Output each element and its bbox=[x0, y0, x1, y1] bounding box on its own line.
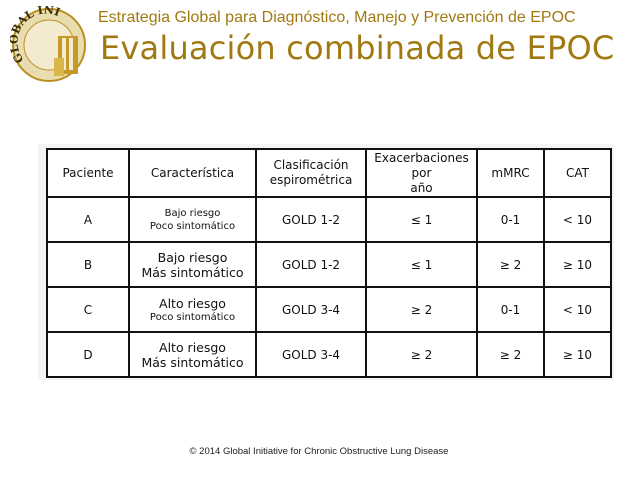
cell-gold: GOLD 3-4 bbox=[255, 286, 367, 333]
cell-exacerbaciones: ≤ 1 bbox=[365, 196, 478, 243]
table-row: D Alto riesgo Más sintomático GOLD 3-4 ≥… bbox=[46, 331, 612, 378]
header-cat: CAT bbox=[543, 148, 612, 198]
header-paciente: Paciente bbox=[46, 148, 130, 198]
cell-gold: GOLD 3-4 bbox=[255, 331, 367, 378]
copyright-footer: © 2014 Global Initiative for Chronic Obs… bbox=[189, 446, 449, 457]
cell-caracteristica: Bajo riesgo Más sintomático bbox=[128, 241, 257, 288]
cell-riesgo: Alto riesgo bbox=[159, 339, 226, 355]
cell-sintomas: Poco sintomático bbox=[149, 220, 236, 232]
cell-caracteristica: Alto riesgo Poco sintomático bbox=[128, 286, 257, 333]
header-caracteristica: Característica bbox=[128, 148, 257, 198]
gold-logo-icon: GLOBAL INI bbox=[10, 6, 86, 82]
cell-riesgo: Alto riesgo bbox=[159, 295, 226, 311]
cell-paciente: D bbox=[46, 331, 130, 378]
cell-exacerbaciones: ≥ 2 bbox=[365, 286, 478, 333]
cell-sintomas: Poco sintomático bbox=[149, 311, 236, 323]
header-clasificacion-line-1: Clasificación bbox=[273, 158, 349, 172]
table-row: B Bajo riesgo Más sintomático GOLD 1-2 ≤… bbox=[46, 241, 612, 288]
table-container: Paciente Característica Clasificación es… bbox=[38, 144, 614, 380]
epoc-assessment-table: Paciente Característica Clasificación es… bbox=[46, 148, 612, 378]
slide-title: Evaluación combinada de EPOC bbox=[100, 29, 615, 67]
cell-caracteristica: Bajo riesgo Poco sintomático bbox=[128, 196, 257, 243]
table-row: A Bajo riesgo Poco sintomático GOLD 1-2 … bbox=[46, 196, 612, 243]
header-clasificacion: Clasificación espirométrica bbox=[255, 148, 367, 198]
header-exacerbaciones-line-1: Exacerbaciones por bbox=[374, 150, 469, 180]
table-header-row: Paciente Característica Clasificación es… bbox=[46, 148, 612, 198]
cell-cat: < 10 bbox=[543, 286, 612, 333]
cell-mmrc: 0-1 bbox=[476, 196, 545, 243]
header-exacerbaciones-line-2: año bbox=[410, 180, 433, 195]
header-mmrc: mMRC bbox=[476, 148, 545, 198]
cell-paciente: C bbox=[46, 286, 130, 333]
cell-riesgo: Bajo riesgo bbox=[157, 249, 228, 265]
cell-sintomas: Más sintomático bbox=[141, 264, 244, 280]
cell-cat: < 10 bbox=[543, 196, 612, 243]
cell-caracteristica: Alto riesgo Más sintomático bbox=[128, 331, 257, 378]
cell-paciente: B bbox=[46, 241, 130, 288]
cell-cat: ≥ 10 bbox=[543, 241, 612, 288]
table-row: C Alto riesgo Poco sintomático GOLD 3-4 … bbox=[46, 286, 612, 333]
header-clasificacion-line-2: espirométrica bbox=[269, 173, 353, 187]
header-exacerbaciones: Exacerbaciones por año bbox=[365, 148, 478, 198]
cell-exacerbaciones: ≥ 2 bbox=[365, 331, 478, 378]
presentation-subtitle: Estrategia Global para Diagnóstico, Mane… bbox=[98, 9, 576, 26]
cell-cat: ≥ 10 bbox=[543, 331, 612, 378]
cell-mmrc: 0-1 bbox=[476, 286, 545, 333]
cell-paciente: A bbox=[46, 196, 130, 243]
cell-riesgo: Bajo riesgo bbox=[164, 207, 221, 219]
cell-exacerbaciones: ≤ 1 bbox=[365, 241, 478, 288]
cell-mmrc: ≥ 2 bbox=[476, 241, 545, 288]
cell-gold: GOLD 1-2 bbox=[255, 196, 367, 243]
cell-mmrc: ≥ 2 bbox=[476, 331, 545, 378]
cell-sintomas: Más sintomático bbox=[141, 354, 244, 370]
cell-gold: GOLD 1-2 bbox=[255, 241, 367, 288]
